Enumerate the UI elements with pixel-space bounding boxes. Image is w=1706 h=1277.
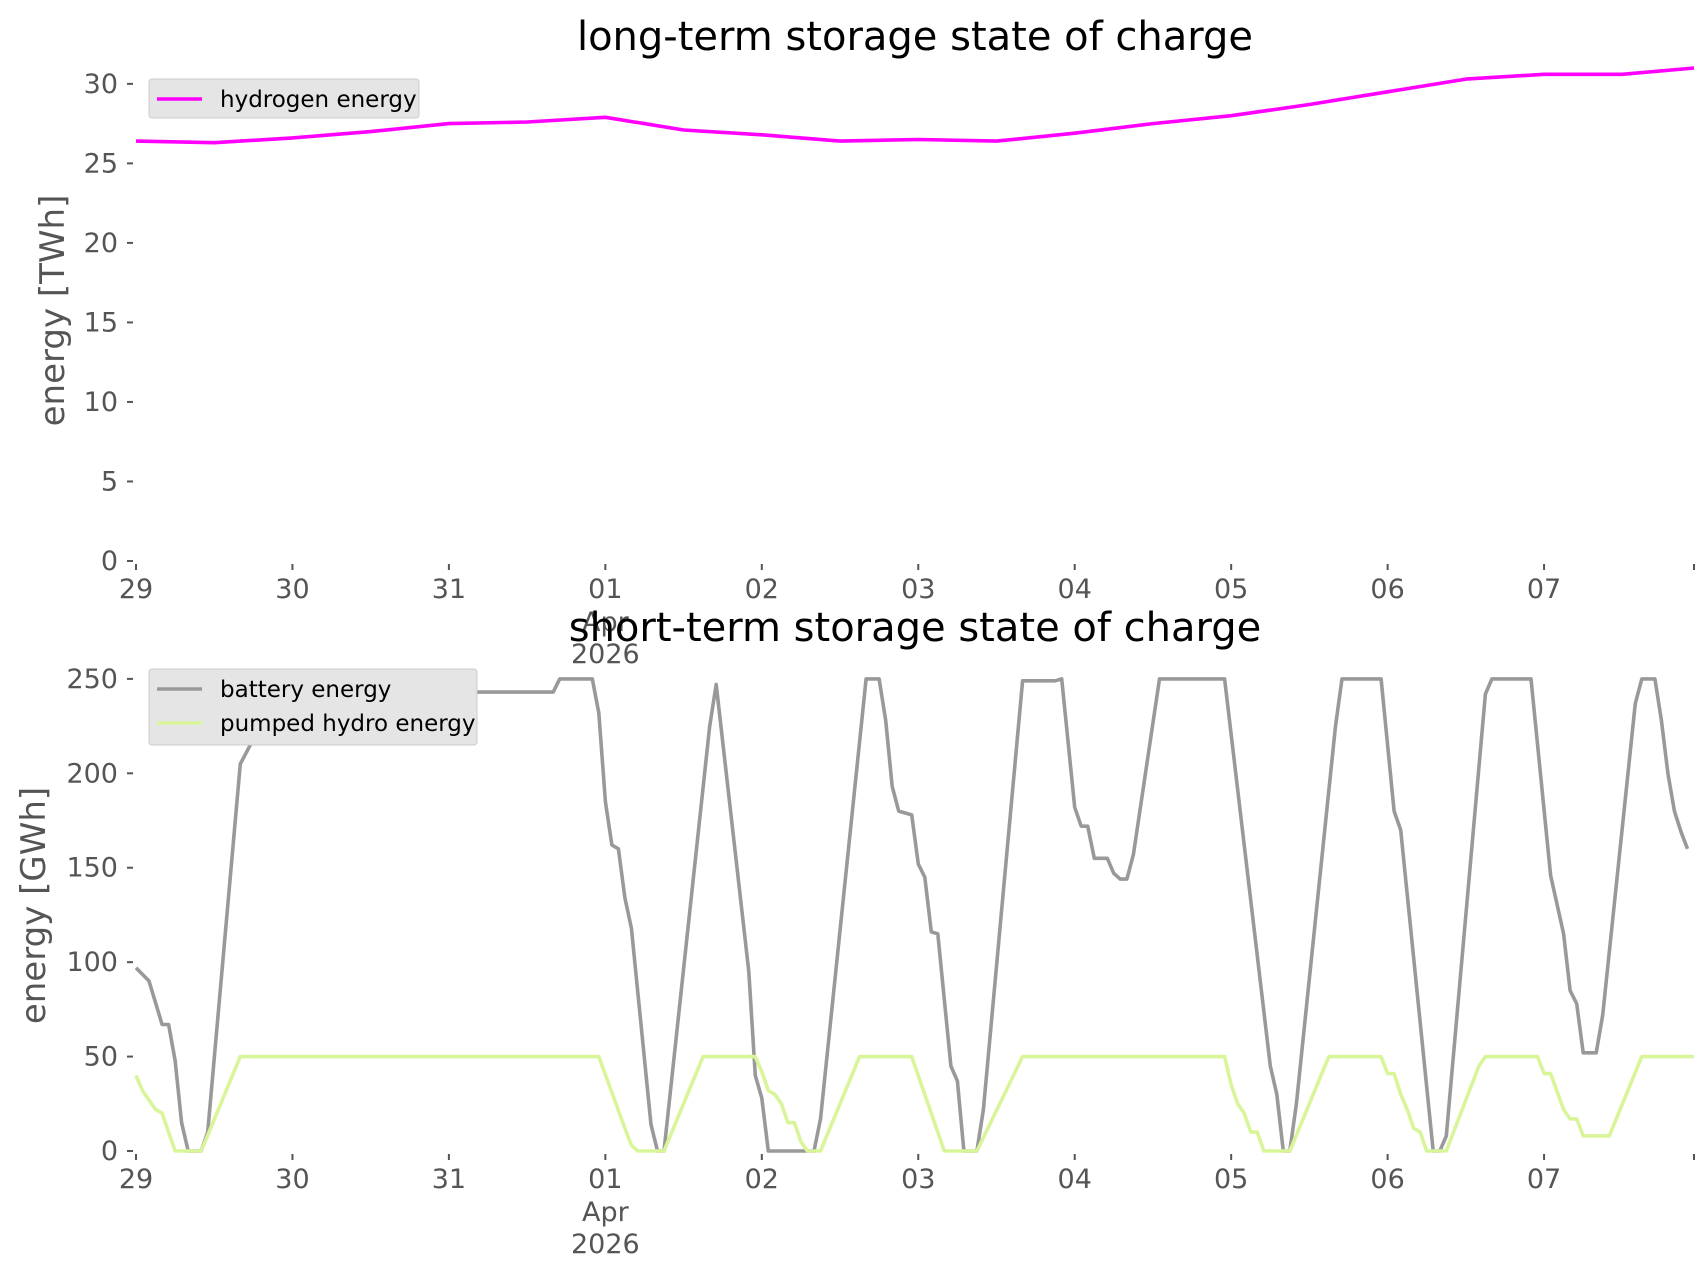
x-tick-label: 31 [432, 1164, 466, 1195]
y-tick-label: 100 [66, 947, 118, 978]
legend-box [148, 78, 420, 119]
legend-label: pumped hydro energy [220, 711, 476, 737]
y-axis-label: energy [GWh] [14, 787, 54, 1024]
x-tick-label: 30 [275, 1164, 309, 1195]
short-term-storage-chart: short-term storage state of charge energ… [14, 605, 1695, 1260]
series-lines [135, 66, 1695, 145]
x-tick-label: 06 [1370, 574, 1404, 605]
series-line-hydrogen-energy [135, 66, 1695, 145]
y-tick-label: 200 [66, 758, 118, 789]
y-tick-label: 10 [84, 387, 118, 418]
chart-title: long-term storage state of charge [577, 14, 1253, 60]
x-tick-label: 29 [119, 574, 153, 605]
x-tick-label: 02 [745, 574, 779, 605]
chart-title: short-term storage state of charge [569, 605, 1262, 651]
x-tick-label: 05 [1214, 574, 1248, 605]
y-tick-label: 25 [84, 148, 118, 179]
x-tick-label: 02 [745, 1164, 779, 1195]
y-tick-label: 15 [84, 307, 118, 338]
y-tick-label: 30 [84, 69, 118, 100]
x-tick-label: 07 [1527, 1164, 1561, 1195]
x-tick-label: 03 [901, 1164, 935, 1195]
x-tick-label: 05 [1214, 1164, 1248, 1195]
y-tick-label: 0 [101, 1136, 118, 1167]
y-tick-label: 50 [84, 1042, 118, 1073]
x-tick-label: 01 [588, 574, 622, 605]
x-tick-label: 30 [275, 574, 309, 605]
legend-label: battery energy [220, 677, 391, 703]
series-line-battery-energy [134, 677, 1690, 1153]
x-tick-month: Apr [582, 1197, 630, 1228]
y-axis-label: energy [TWh] [33, 195, 73, 427]
legend-box [148, 668, 478, 746]
legend: hydrogen energy [148, 78, 420, 119]
x-tick-label: 01 [588, 1164, 622, 1195]
x-tick-label: 07 [1527, 574, 1561, 605]
x-tick-label: 03 [901, 574, 935, 605]
x-tick-label: 04 [1058, 1164, 1092, 1195]
x-tick-label: 31 [432, 574, 466, 605]
y-tick-label: 0 [101, 546, 118, 577]
legend-label: hydrogen energy [220, 87, 417, 113]
x-tick-year: 2026 [571, 1229, 640, 1260]
x-tick-label: 04 [1058, 574, 1092, 605]
y-tick-label: 250 [66, 664, 118, 695]
y-tick-label: 20 [84, 228, 118, 259]
series-line-pumped-hydro-energy [134, 1054, 1694, 1153]
legend: battery energy pumped hydro energy [148, 668, 478, 746]
series-lines [134, 677, 1694, 1153]
x-tick-year: 2026 [571, 639, 640, 670]
x-tick-month: Apr [582, 607, 630, 638]
y-tick-label: 150 [66, 853, 118, 884]
x-tick-label: 06 [1370, 1164, 1404, 1195]
long-term-storage-chart: long-term storage state of charge energy… [33, 14, 1695, 670]
x-tick-label: 29 [119, 1164, 153, 1195]
y-tick-label: 5 [101, 466, 118, 497]
